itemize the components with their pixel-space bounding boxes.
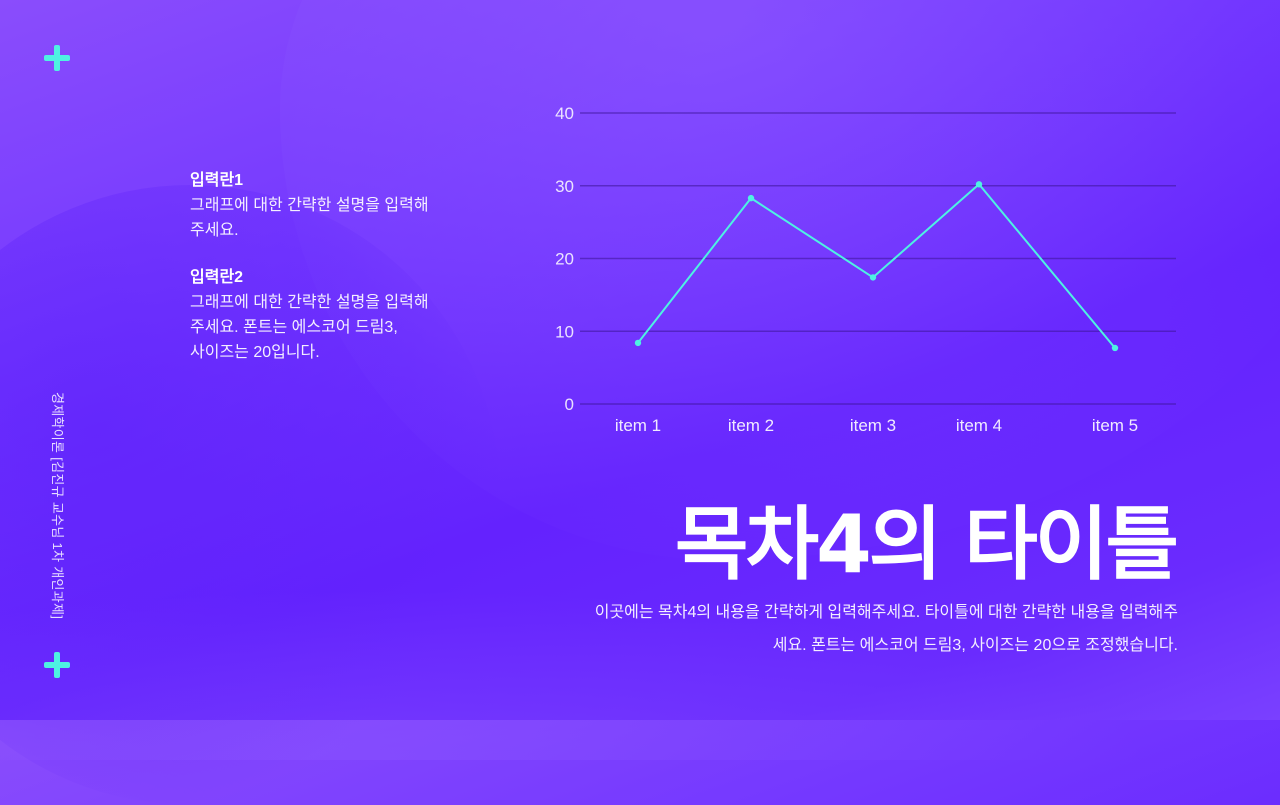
data-point xyxy=(747,194,755,202)
y-axis-tick: 20 xyxy=(555,250,574,269)
note-body-line: 주세요. 폰트는 에스코어 드림3, xyxy=(190,319,398,336)
chart-canvas: 0 10 20 30 40 item 1 item 2 item 3 item 4 item 5 xyxy=(555,104,1176,435)
vertical-caption: 경제학이론 [김진규 교수님 1차 개인과제] xyxy=(50,392,65,620)
description-line: 이곳에는 목차4의 내용을 간략하게 입력해주세요. 타이틀에 대한 간략한 내… xyxy=(594,604,1178,621)
y-axis-tick: 30 xyxy=(555,177,574,196)
note-body-line: 사이즈는 20입니다. xyxy=(190,344,320,361)
x-axis-tick: item 1 xyxy=(615,416,661,435)
x-axis-tick: item 3 xyxy=(850,416,896,435)
x-axis-tick: item 2 xyxy=(728,416,774,435)
y-axis-tick: 0 xyxy=(565,395,574,414)
page-description: 이곳에는 목차4의 내용을 간략하게 입력해주세요. 타이틀에 대한 간략한 내… xyxy=(478,596,1178,662)
note-title: 입력란1 xyxy=(190,172,244,189)
x-axis-tick: item 5 xyxy=(1092,416,1138,435)
y-axis-tick: 40 xyxy=(555,104,574,123)
note-body-line: 주세요. xyxy=(190,222,239,239)
data-point xyxy=(975,181,983,188)
description-line: 세요. 폰트는 에스코어 드림3, 사이즈는 20으로 조정했습니다. xyxy=(772,637,1178,654)
data-point xyxy=(634,339,642,347)
page-title: 목차4의 타이틀 xyxy=(674,498,1179,591)
data-point xyxy=(1111,344,1119,352)
plus-icon xyxy=(44,652,70,678)
x-axis-tick: item 4 xyxy=(956,416,1002,435)
note-body-line: 그래프에 대한 간략한 설명을 입력해 xyxy=(190,197,429,214)
y-axis-tick: 10 xyxy=(555,322,574,341)
data-line xyxy=(637,183,1116,349)
notes-panel: 입력란1 그래프에 대한 간략한 설명을 입력해 주세요. 입력란2 그래프에 … xyxy=(190,168,490,387)
note-1: 입력란1 그래프에 대한 간략한 설명을 입력해 주세요. xyxy=(190,168,490,243)
line-chart: 0 10 20 30 40 item 1 item 2 item 3 item 4 item 5 xyxy=(540,95,1200,455)
note-2: 입력란2 그래프에 대한 간략한 설명을 입력해 주세요. 폰트는 에스코어 드… xyxy=(190,265,490,365)
note-body-line: 그래프에 대한 간략한 설명을 입력해 xyxy=(190,294,429,311)
data-point xyxy=(869,274,877,281)
plus-icon xyxy=(44,45,70,71)
note-title: 입력란2 xyxy=(190,269,244,286)
